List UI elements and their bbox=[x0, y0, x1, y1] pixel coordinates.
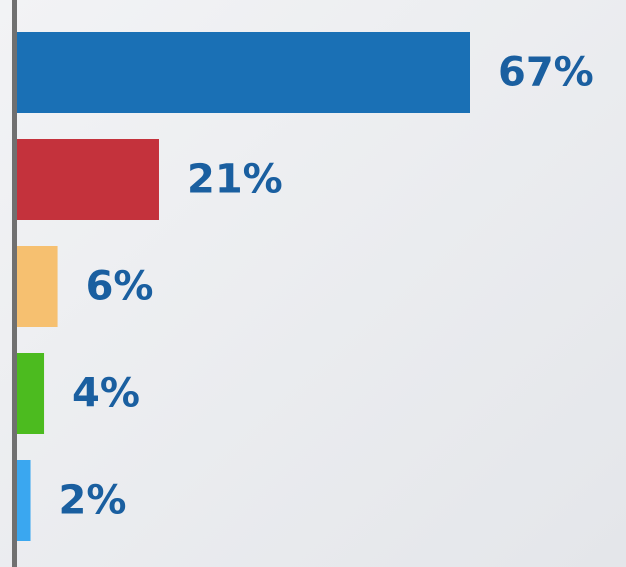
value-label: 6% bbox=[86, 264, 154, 310]
value-label: 67% bbox=[498, 50, 594, 96]
value-label: 21% bbox=[187, 157, 283, 203]
value-label: 2% bbox=[59, 478, 127, 524]
bar bbox=[17, 353, 45, 434]
value-label: 4% bbox=[72, 371, 140, 417]
bar bbox=[17, 139, 159, 220]
bar bbox=[17, 32, 470, 113]
bar bbox=[17, 246, 58, 327]
bar bbox=[17, 460, 31, 541]
axis-line bbox=[12, 0, 17, 567]
